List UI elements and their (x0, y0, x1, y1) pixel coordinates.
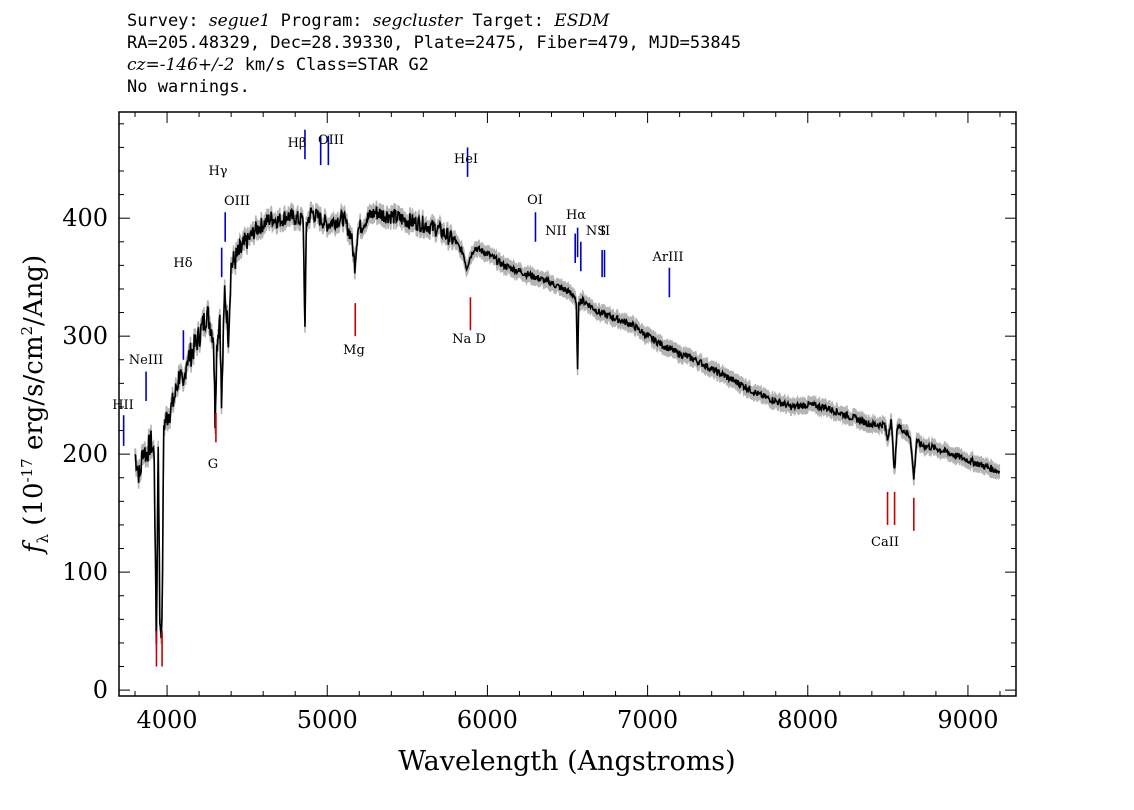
y-tick-label-4: 400 (62, 204, 108, 232)
header-line-1: Survey: segue1 Program: segcluster Targe… (127, 10, 741, 32)
header-line-2: RA=205.48329, Dec=28.39330, Plate=2475, … (127, 33, 742, 53)
x-tick-label-1: 5000 (297, 706, 358, 734)
line-label-15: ArIII (651, 250, 683, 265)
plot-frame (118, 111, 1017, 697)
survey-value: segue1 (208, 11, 271, 31)
header-line-3: cz=-146+/-2 km/s Class=STAR G2 (127, 54, 741, 76)
line-label-20: Na D (452, 332, 486, 347)
line-label-1: NeIII (129, 353, 163, 368)
line-label-3: Hγ (208, 164, 227, 179)
plot-inner (134, 200, 1001, 651)
x-tick-label-4: 8000 (777, 706, 838, 734)
line-label-6: OIII (318, 133, 344, 148)
line-label-10: NII (545, 224, 567, 239)
y-tick-label-0: 0 (93, 676, 108, 704)
line-label-2: Hδ (173, 256, 192, 271)
program-value: segcluster (372, 11, 463, 31)
y-tick-label-2: 200 (62, 440, 108, 468)
y-tick-label-3: 300 (62, 322, 108, 350)
y-axis-label: fλ (10-17 erg/s/cm2/Ang) (18, 255, 52, 555)
x-axis-label: Wavelength (Angstroms) (398, 746, 735, 777)
spectrum-header: Survey: segue1 Program: segcluster Targe… (127, 10, 741, 98)
line-label-4: OIII (224, 194, 250, 209)
header-line-4: No warnings. (127, 77, 250, 97)
axes: 4000 5000 6000 7000 8000 9000 0 100 200 300 400 (62, 112, 1016, 734)
line-label-14: II (600, 224, 610, 239)
line-label-0: HII (112, 398, 134, 413)
line-label-21: CaII (871, 535, 899, 550)
x-tick-label-5: 9000 (937, 706, 998, 734)
line-label-13: NS (586, 224, 606, 239)
y-tick-label-1: 100 (62, 558, 108, 586)
x-tick-label-3: 7000 (617, 706, 678, 734)
line-label-8: HeI (454, 152, 478, 167)
line-label-18: G (208, 457, 218, 472)
program-label: Program: (280, 11, 363, 31)
survey-label: Survey: (127, 11, 199, 31)
line-label-19: Mg (343, 343, 365, 358)
line-label-5: Hβ (288, 136, 307, 151)
class-text: km/s Class=STAR G2 (234, 55, 429, 75)
target-value: ESDM (554, 11, 610, 31)
redshift-value: cz=-146+/-2 (127, 55, 235, 75)
flux-series-line (134, 206, 1000, 645)
x-tick-label-2: 6000 (457, 706, 518, 734)
line-label-11: Hα (566, 208, 586, 223)
target-label: Target: (472, 11, 545, 31)
x-tick-label-0: 4000 (137, 706, 198, 734)
line-label-9: OI (527, 193, 543, 208)
